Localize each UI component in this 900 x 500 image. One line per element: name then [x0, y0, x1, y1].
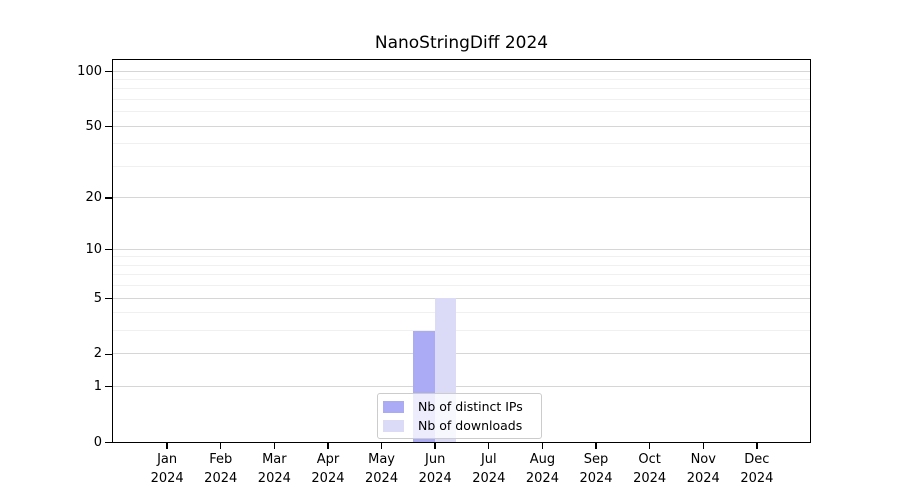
x-tick-label: Oct 2024 [633, 452, 667, 486]
x-tick-label: Jul 2024 [472, 452, 506, 486]
x-tick [327, 441, 329, 449]
gridline-major [113, 297, 810, 299]
y-tick-label: 50 [85, 118, 102, 134]
x-tick [702, 441, 704, 449]
gridline-minor [113, 165, 810, 167]
y-tick [105, 125, 112, 128]
y-tick [105, 441, 112, 444]
x-tick-label: Apr 2024 [311, 452, 345, 486]
x-tick [488, 441, 490, 449]
y-tick-label: 10 [85, 241, 102, 257]
gridline-major [113, 248, 810, 250]
y-tick [105, 70, 112, 73]
gridline-minor [113, 79, 810, 80]
gridline-minor [113, 98, 810, 100]
x-tick-label: Aug 2024 [525, 452, 559, 486]
y-tick-label: 5 [93, 290, 102, 306]
x-tick [648, 441, 651, 449]
y-tick [105, 297, 112, 300]
x-tick-label: Dec 2024 [740, 452, 774, 486]
x-tick-label: Mar 2024 [257, 452, 291, 486]
gridline-major [113, 125, 810, 127]
gridline-minor [113, 143, 810, 145]
x-tick-label: Jun 2024 [418, 452, 452, 486]
x-tick [595, 441, 597, 449]
gridline-minor [113, 312, 810, 314]
gridline-minor [113, 256, 810, 258]
gridline-minor [113, 111, 810, 113]
x-tick [434, 441, 436, 449]
y-tick-label: 1 [93, 378, 102, 394]
legend-swatch-distinct-ips [383, 400, 404, 413]
y-tick [105, 386, 112, 388]
x-tick-label: May 2024 [365, 452, 399, 486]
y-tick-label: 0 [93, 434, 102, 450]
legend: Nb of distinct IPs Nb of downloads [377, 393, 542, 439]
gridline-minor [113, 88, 810, 90]
gridline-major [113, 70, 810, 72]
y-tick [105, 353, 112, 355]
x-tick-label: Feb 2024 [204, 452, 238, 486]
y-tick-label: 20 [85, 189, 102, 205]
x-tick-label: Jan 2024 [150, 452, 184, 486]
x-tick-label: Sep 2024 [579, 452, 613, 486]
legend-swatch-downloads [383, 419, 404, 432]
x-tick [220, 441, 222, 449]
y-tick [105, 249, 112, 251]
x-tick [541, 441, 544, 449]
legend-item-downloads: Nb of downloads [378, 416, 541, 435]
legend-label-downloads: Nb of downloads [418, 418, 523, 433]
gridline-minor [113, 264, 810, 266]
gridline-major [113, 385, 810, 387]
legend-label-distinct-ips: Nb of distinct IPs [418, 399, 523, 414]
chart-title: NanoStringDiff 2024 [374, 33, 549, 53]
x-tick [166, 441, 168, 449]
y-tick [105, 197, 112, 199]
gridline-major [113, 353, 810, 355]
x-tick-label: Nov 2024 [686, 452, 720, 486]
gridline-minor [113, 285, 810, 287]
y-tick-label: 2 [93, 346, 102, 362]
plot-area: Nb of distinct IPs Nb of downloads [112, 59, 811, 443]
y-tick-label: 100 [77, 63, 102, 79]
gridline-major [113, 196, 810, 198]
gridline-minor [113, 274, 810, 276]
x-tick [380, 441, 383, 449]
x-tick [273, 441, 276, 449]
x-tick [756, 441, 758, 449]
legend-item-distinct-ips: Nb of distinct IPs [378, 397, 541, 416]
gridline-minor [113, 330, 810, 332]
